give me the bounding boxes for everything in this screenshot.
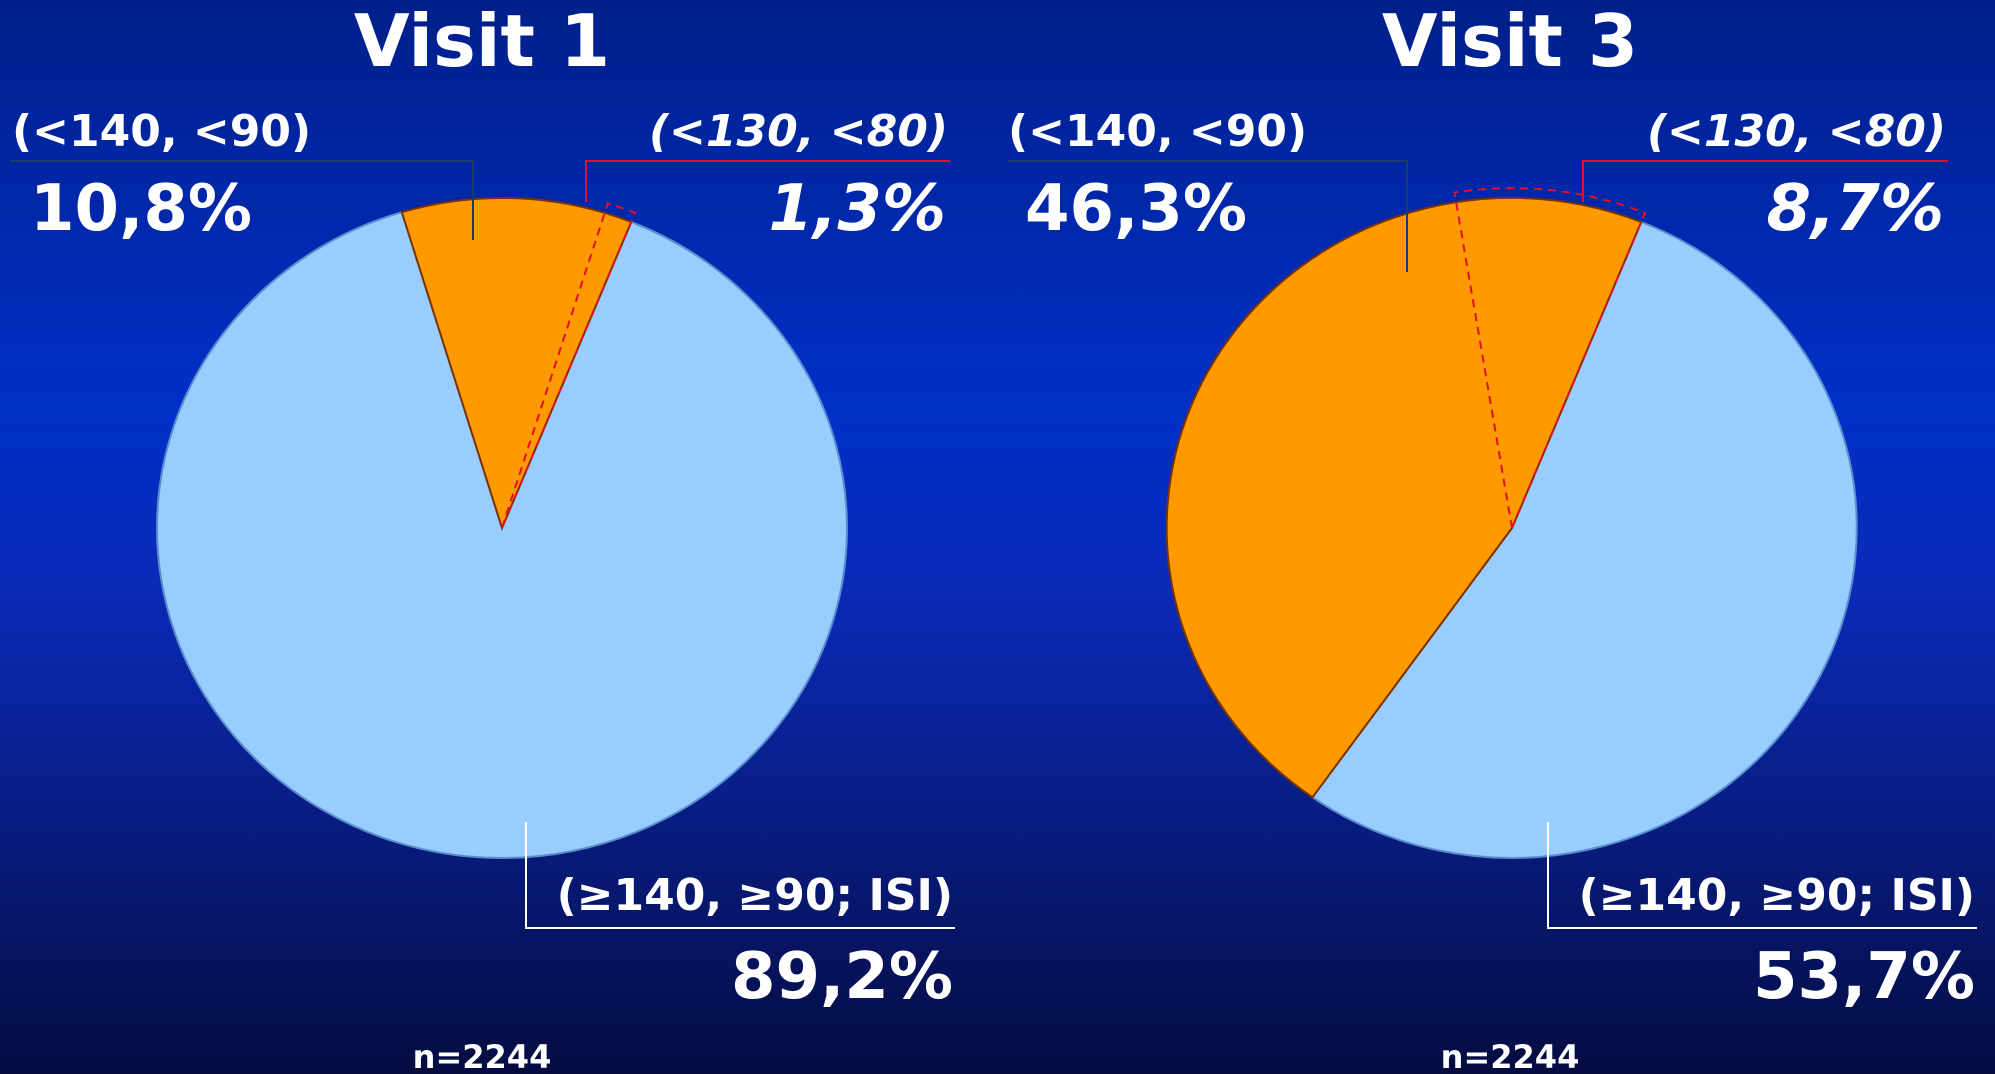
leader-line-uncontrolled-visit-1 xyxy=(525,822,955,929)
slice-value-uncontrolled-visit-3: 53,7% xyxy=(1753,940,1975,1014)
slice-value-controlled-visit-3: 46,3% xyxy=(1025,172,1247,246)
leader-line-controlled-visit-1 xyxy=(10,160,474,240)
leader-line-controlled-visit-3 xyxy=(1008,160,1408,272)
leader-line-target-visit-1 xyxy=(585,160,950,202)
pie-sub-slice-target-visit-1 xyxy=(501,202,637,529)
sub-slice-label-visit-1: (<130, <80) xyxy=(649,106,948,157)
chart-title-visit-3: Visit 3 xyxy=(1382,0,1638,83)
pie-chart-visit-1: Visit 1 (<140, <90) 10,8% (<130, <80) 1,… xyxy=(10,0,955,1074)
pie-slice-uncontrolled-visit-3 xyxy=(1311,220,1858,859)
slice-label-uncontrolled-visit-3: (≥140, ≥90; ISI) xyxy=(1579,870,1975,921)
chart-title-visit-1: Visit 1 xyxy=(354,0,610,83)
sub-slice-value-visit-3: 8,7% xyxy=(1767,172,1945,246)
slice-label-controlled-visit-1: (<140, <90) xyxy=(12,106,311,157)
leader-line-target-visit-3 xyxy=(1582,160,1948,202)
leader-line-uncontrolled-visit-3 xyxy=(1547,822,1977,929)
pie-sub-slice-target-visit-3 xyxy=(1453,187,1647,532)
pie-slice-controlled-visit-1 xyxy=(400,196,633,531)
sample-size-visit-1: n=2244 xyxy=(413,1038,552,1074)
slice-label-uncontrolled-visit-1: (≥140, ≥90; ISI) xyxy=(557,870,953,921)
slice-value-controlled-visit-1: 10,8% xyxy=(30,172,252,246)
slice-value-uncontrolled-visit-1: 89,2% xyxy=(731,940,953,1014)
pie-slice-uncontrolled-visit-1 xyxy=(156,210,848,859)
sample-size-visit-3: n=2244 xyxy=(1441,1038,1580,1074)
slice-label-controlled-visit-3: (<140, <90) xyxy=(1008,106,1307,157)
pie-chart-visit-3: Visit 3 (<140, <90) 46,3% (<130, <80) 8,… xyxy=(1008,0,1977,1074)
pie-slice-controlled-visit-3 xyxy=(1165,196,1643,799)
sub-slice-value-visit-1: 1,3% xyxy=(769,172,947,246)
sub-slice-label-visit-3: (<130, <80) xyxy=(1647,106,1946,157)
